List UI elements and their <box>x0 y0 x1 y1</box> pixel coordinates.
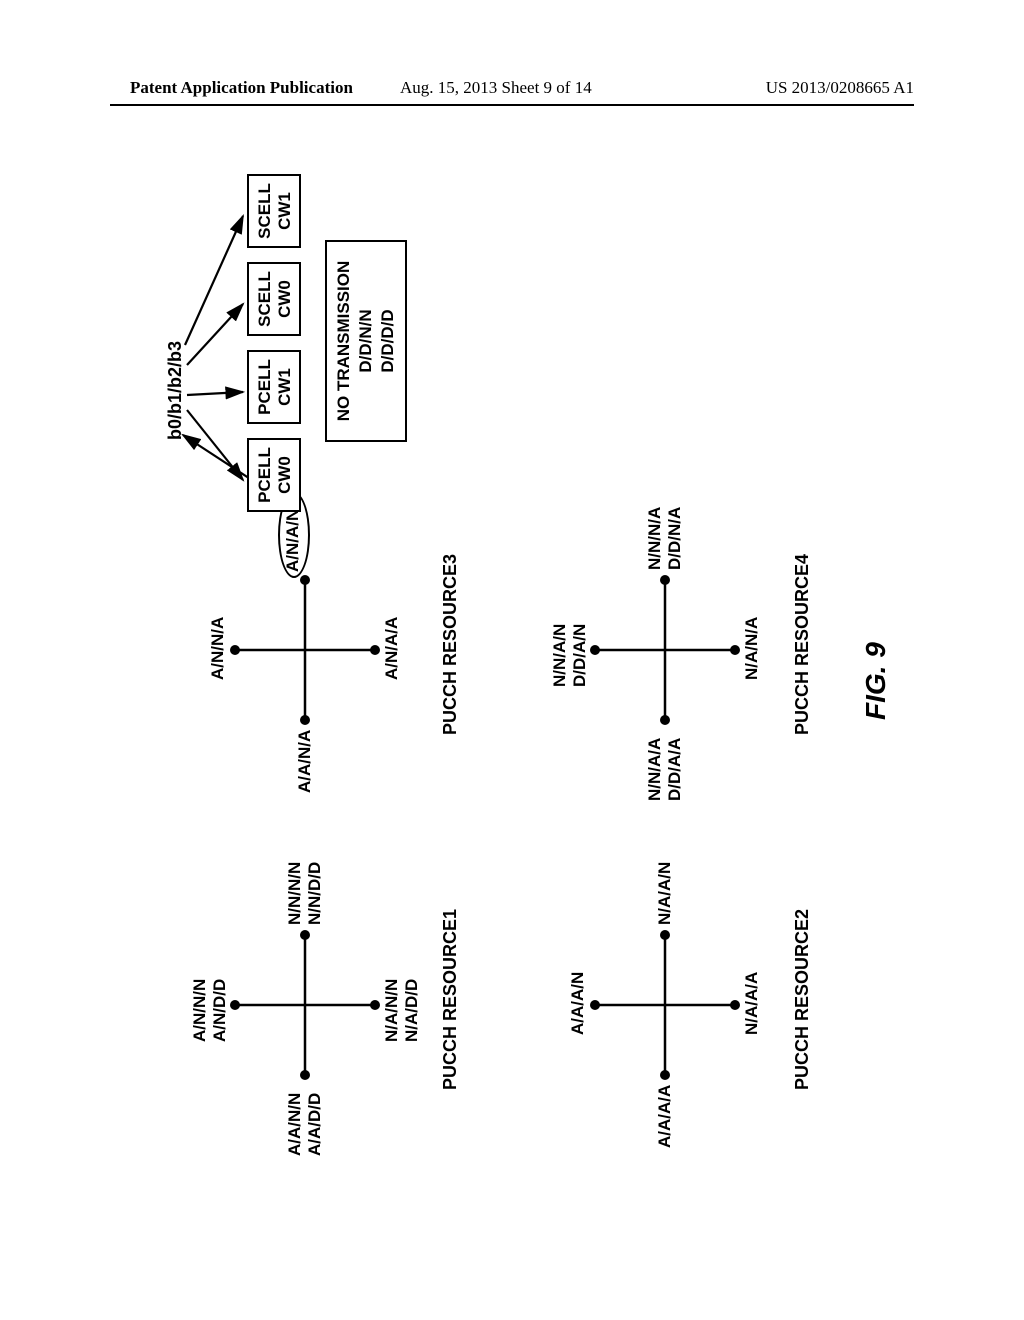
r3-bottom: A/N/A/A <box>382 617 402 680</box>
box-scell-cw1: SCELLCW1 <box>247 174 301 248</box>
constellation-r4: N/N/A/ND/D/A/N N/N/N/AD/D/N/A N/A/N/A N/… <box>540 525 790 775</box>
r3-caption: PUCCH RESOURCE3 <box>440 554 461 735</box>
figure-label: FIG. 9 <box>860 642 892 720</box>
page: Patent Application Publication Aug. 15, … <box>0 0 1024 1320</box>
r2-top: A/A/A/N <box>568 972 588 1035</box>
r4-top: N/N/A/ND/D/A/N <box>550 624 589 687</box>
r4-left: N/N/A/AD/D/A/A <box>645 738 684 801</box>
r1-top: A/N/N/NA/N/D/D <box>190 979 229 1042</box>
figure-9: A/N/N/NA/N/D/D N/N/N/NN/N/D/D N/A/N/NN/A… <box>110 160 914 1200</box>
header-left: Patent Application Publication <box>130 78 353 98</box>
no-transmission-box: NO TRANSMISSION D/D/N/N D/D/D/D <box>325 240 407 442</box>
r1-bottom: N/A/N/NN/A/D/D <box>382 979 421 1042</box>
box-pcell-cw1: PCELLCW1 <box>247 350 301 424</box>
constellation-r2: A/A/A/N N/A/A/N N/A/A/A A/A/A/A PUCCH RE… <box>540 880 790 1130</box>
r1-right: N/N/N/NN/N/D/D <box>285 862 324 925</box>
r2-caption: PUCCH RESOURCE2 <box>792 909 813 1090</box>
header-mid: Aug. 15, 2013 Sheet 9 of 14 <box>400 78 592 98</box>
header-rule <box>110 104 914 106</box>
r3-left: A/A/N/A <box>295 730 315 793</box>
r1-caption: PUCCH RESOURCE1 <box>440 909 461 1090</box>
r2-right: N/A/A/N <box>655 862 675 925</box>
r4-caption: PUCCH RESOURCE4 <box>792 554 813 735</box>
r4-right: N/N/N/AD/D/N/A <box>645 507 684 570</box>
r2-bottom: N/A/A/A <box>742 972 762 1035</box>
box-scell-cw0: SCELLCW0 <box>247 262 301 336</box>
legend: b0/b1/b2/b3 PCELLCW0 <box>165 160 445 560</box>
constellation-r3: A/N/N/A A/N/A/N A/N/A/A A/A/N/A PUCCH RE… <box>180 525 430 775</box>
figure-canvas: A/N/N/NA/N/D/D N/N/N/NN/N/D/D N/A/N/NN/A… <box>110 160 914 1200</box>
r3-top: A/N/N/A <box>208 617 228 680</box>
r1-left: A/A/N/NA/A/D/D <box>285 1093 324 1156</box>
constellation-r1: A/N/N/NA/N/D/D N/N/N/NN/N/D/D N/A/N/NN/A… <box>180 880 430 1130</box>
header-right: US 2013/0208665 A1 <box>766 78 914 98</box>
box-pcell-cw0: PCELLCW0 <box>247 438 301 512</box>
legend-arrows <box>165 160 325 560</box>
r2-left: A/A/A/A <box>655 1085 675 1148</box>
r4-bottom: N/A/N/A <box>742 617 762 680</box>
